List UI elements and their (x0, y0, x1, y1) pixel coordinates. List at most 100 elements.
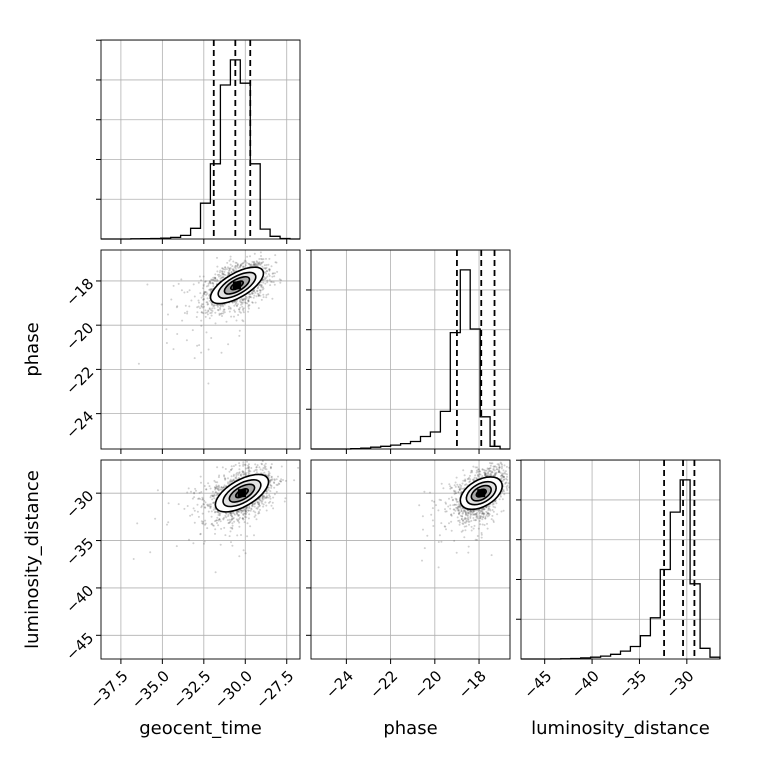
sample-point (255, 466, 258, 469)
sample-point (450, 496, 453, 499)
sample-point (432, 525, 435, 527)
sample-point (267, 488, 270, 491)
sample-point (254, 262, 257, 265)
sample-point (230, 512, 233, 515)
sample-point (248, 472, 251, 475)
sample-point (215, 487, 218, 490)
sample-point (471, 478, 474, 481)
sample-point (239, 516, 241, 519)
sample-point (500, 467, 503, 470)
sample-point (498, 466, 501, 469)
sample-point (260, 298, 263, 301)
sample-point (217, 309, 220, 312)
sample-point (475, 513, 478, 516)
sample-point (423, 490, 426, 493)
sample-point (245, 261, 248, 264)
sample-point (212, 276, 215, 279)
sample-point (264, 465, 267, 468)
sample-point (251, 260, 254, 263)
sample-point (486, 471, 489, 474)
sample-point (477, 470, 480, 473)
sample-point (257, 294, 260, 297)
sample-point (247, 466, 250, 469)
sample-point (251, 503, 254, 505)
sample-point (229, 255, 232, 258)
sample-point (172, 348, 175, 351)
sample-point (244, 509, 247, 512)
sample-point (274, 254, 277, 257)
sample-point (487, 507, 490, 510)
sample-point (184, 304, 187, 307)
sample-point (227, 273, 230, 276)
sample-point (460, 491, 463, 494)
sample-point (235, 518, 238, 521)
sample-point (231, 524, 234, 527)
sample-point (283, 500, 286, 503)
sample-point (478, 512, 481, 514)
sample-point (488, 505, 491, 508)
sample-point (499, 471, 502, 474)
sample-point (241, 302, 244, 305)
sample-point (266, 490, 269, 493)
sample-point (470, 513, 473, 516)
sample-point (202, 503, 205, 506)
sample-point (202, 283, 205, 286)
sample-point (477, 527, 480, 530)
sample-point (502, 472, 505, 475)
sample-point (242, 320, 245, 323)
sample-point (268, 480, 271, 482)
sample-point (251, 503, 254, 506)
sample-point (228, 272, 231, 275)
sample-point (238, 518, 240, 521)
sample-point (237, 476, 240, 479)
sample-point (422, 528, 424, 531)
sample-point (202, 298, 205, 301)
sample-point (215, 280, 218, 283)
sample-point (486, 512, 489, 515)
sample-point (214, 273, 217, 276)
sample-point (198, 344, 201, 347)
sample-point (501, 474, 503, 477)
sample-point (262, 281, 265, 284)
sample-point (469, 513, 472, 516)
sample-point (257, 262, 259, 265)
sample-point (236, 263, 239, 266)
sample-point (266, 279, 269, 282)
sample-point (444, 501, 447, 504)
sample-point (472, 509, 475, 512)
sample-point (501, 463, 503, 466)
sample-point (449, 507, 452, 510)
sample-point (233, 304, 236, 307)
sample-point (214, 487, 217, 490)
sample-point (268, 269, 271, 272)
sample-point (212, 285, 215, 288)
sample-point (218, 474, 221, 477)
sample-point (225, 512, 228, 515)
sample-point (188, 289, 191, 292)
sample-point (469, 512, 472, 515)
sample-point (240, 301, 243, 304)
sample-point (212, 508, 215, 511)
sample-point (444, 525, 447, 528)
sample-point (201, 498, 204, 501)
sample-point (494, 465, 497, 468)
sample-point (431, 507, 434, 510)
sample-point (203, 485, 206, 487)
sample-point (464, 511, 467, 514)
sample-point (241, 471, 244, 474)
sample-point (267, 263, 270, 266)
sample-point (230, 480, 233, 483)
sample-point (491, 509, 494, 511)
sample-point (495, 471, 498, 474)
sample-point (445, 528, 447, 531)
sample-point (248, 468, 250, 471)
sample-point (218, 514, 221, 517)
sample-point (480, 512, 483, 515)
sample-point (473, 509, 476, 512)
sample-point (280, 465, 283, 468)
sample-point (229, 511, 232, 514)
sample-point (244, 301, 246, 304)
sample-point (267, 496, 270, 499)
sample-point (244, 510, 247, 513)
sample-point (207, 482, 210, 485)
